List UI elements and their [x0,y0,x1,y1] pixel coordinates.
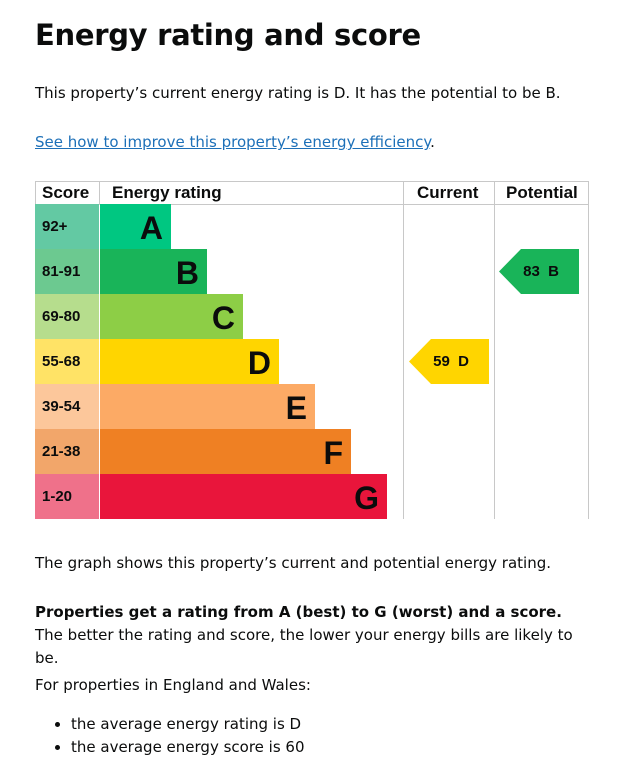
score-band-c: 69-80 [35,294,99,339]
score-band-g: 1-20 [35,474,99,519]
intro-text: This property’s current energy rating is… [35,84,561,102]
rating-bar-g: G [100,474,387,519]
potential-rating-arrow: 83 B [499,249,579,294]
rating-explanation-rest: The better the rating and score, the low… [35,626,573,667]
energy-rating-chart: Score Energy rating Current Potential 92… [35,181,589,519]
score-band-f: 21-38 [35,429,99,474]
current-rating-arrow: 59 D [409,339,489,384]
score-band-d: 55-68 [35,339,99,384]
divider [403,181,404,519]
rating-explanation: Properties get a rating from A (best) to… [35,601,585,670]
rating-bar-f: F [100,429,351,474]
rating-bar-b: B [100,249,207,294]
divider [99,181,100,204]
improve-link-paragraph: See how to improve this property’s energ… [35,131,595,154]
link-suffix: . [430,133,435,151]
average-rating-item: the average energy rating is D [71,713,305,736]
page-title: Energy rating and score [35,18,421,52]
header-current: Current [417,183,479,202]
score-band-b: 81-91 [35,249,99,294]
header-potential: Potential [506,183,578,202]
averages-list: the average energy rating is D the avera… [35,713,305,759]
divider [588,181,589,519]
header-energy-rating: Energy rating [112,183,222,202]
rating-bar-e: E [100,384,315,429]
graph-note: The graph shows this property’s current … [35,554,551,572]
score-band-e: 39-54 [35,384,99,429]
divider [35,204,589,205]
rating-explanation-bold: Properties get a rating from A (best) to… [35,603,562,621]
region-intro: For properties in England and Wales: [35,676,311,694]
average-score-item: the average energy score is 60 [71,736,305,759]
rating-bar-a: A [100,204,171,249]
rating-bar-c: C [100,294,243,339]
header-score: Score [42,183,90,202]
divider [35,181,589,182]
divider [494,181,495,519]
improve-efficiency-link[interactable]: See how to improve this property’s energ… [35,133,431,151]
rating-bar-d: D [100,339,279,384]
score-band-a: 92+ [35,204,99,249]
